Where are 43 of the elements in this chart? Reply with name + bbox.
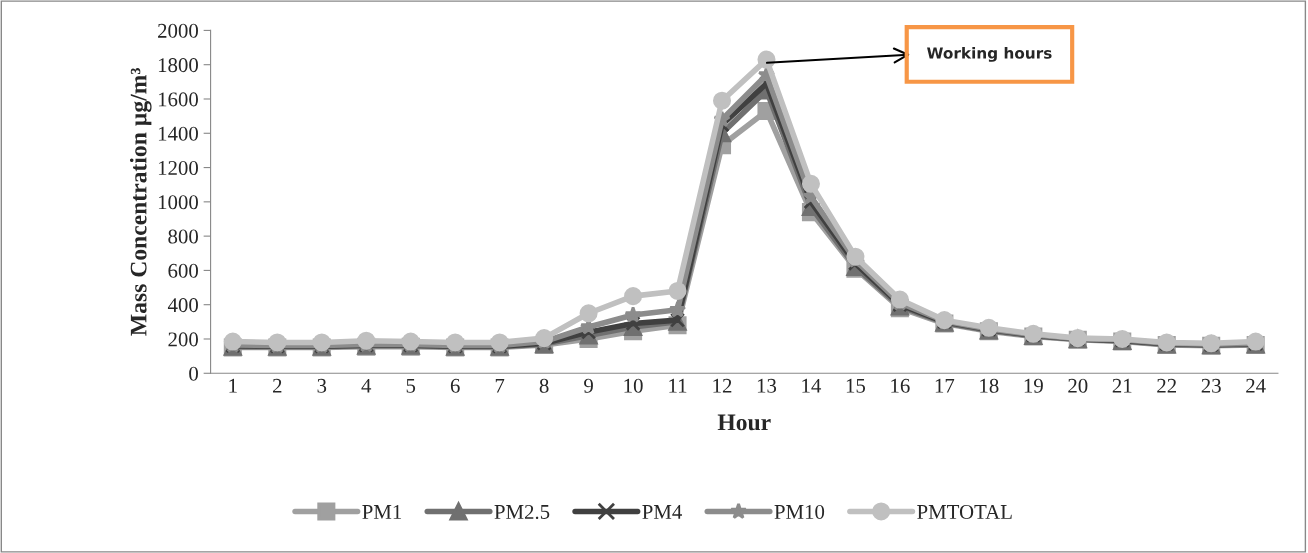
- x-tick-label: 22: [1157, 378, 1176, 393]
- y-tick-label: 1400: [158, 126, 198, 141]
- x-tick-label: 19: [1024, 378, 1043, 393]
- x-tick-label: 1: [229, 378, 237, 393]
- y-axis-title: Mass Concentration µg/m³: [129, 68, 152, 336]
- x-tick-label: 17: [935, 378, 955, 393]
- y-tick-label: 1000: [158, 195, 198, 210]
- x-tick-label: 8: [539, 378, 549, 393]
- x-tick-label: 16: [891, 378, 910, 393]
- x-tick-label: 15: [846, 378, 866, 393]
- x-tick-label: 23: [1201, 378, 1221, 393]
- y-tick-label: 400: [167, 298, 198, 313]
- x-tick-label: 14: [802, 378, 822, 393]
- y-tick-label: 200: [168, 332, 198, 347]
- x-tick-label: 2: [273, 378, 282, 393]
- legend-label: PM2.5: [494, 504, 550, 520]
- x-tick-label: 7: [495, 378, 505, 393]
- legend-label: PMTOTAL: [917, 504, 1012, 519]
- x-tick-label: 24: [1246, 378, 1266, 393]
- x-axis-title: Hour: [717, 414, 771, 431]
- x-tick-label: 10: [624, 378, 643, 393]
- x-tick-label: 12: [713, 378, 732, 393]
- y-tick-label: 600: [168, 263, 198, 278]
- y-tick-label: 800: [168, 229, 198, 244]
- y-tick-label: 0: [189, 366, 198, 381]
- annotation: Working hours: [927, 46, 1052, 62]
- y-tick-label: 1200: [158, 160, 198, 175]
- y-tick-label: 1600: [158, 92, 198, 107]
- y-tick-label: 1800: [158, 58, 198, 73]
- x-tick-label: 20: [1068, 378, 1088, 393]
- legend-label: PM4: [642, 505, 682, 519]
- x-tick-label: 9: [584, 378, 593, 393]
- x-tick-label: 18: [980, 378, 999, 393]
- legend-label: PM1: [362, 505, 402, 519]
- legend-label: PM10: [774, 504, 825, 519]
- x-tick-label: 5: [406, 378, 416, 393]
- x-tick-label: 4: [361, 378, 372, 393]
- y-tick-label: 2000: [158, 23, 198, 38]
- x-tick-label: 6: [450, 378, 460, 393]
- x-tick-label: 3: [317, 378, 327, 393]
- x-tick-label: 11: [669, 378, 687, 393]
- x-tick-label: 13: [757, 378, 777, 393]
- x-tick-label: 21: [1112, 378, 1132, 393]
